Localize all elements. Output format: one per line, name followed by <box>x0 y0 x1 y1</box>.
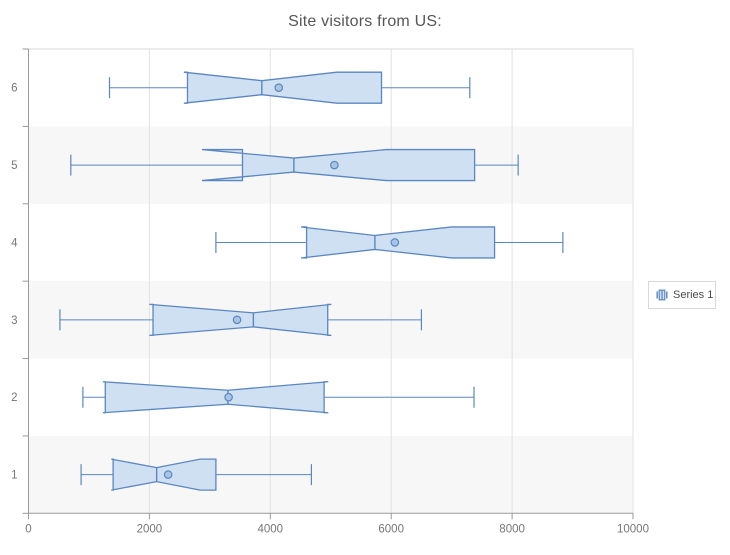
box-plot-point-5[interactable] <box>70 148 519 182</box>
x-axis-label: 0 <box>25 523 31 535</box>
mean-marker <box>330 160 339 170</box>
legend-label: Series 1 <box>673 289 714 301</box>
y-axis-label: 3 <box>11 315 17 327</box>
y-axis-label: 6 <box>11 83 17 95</box>
chart-title: Site visitors from US: <box>288 13 442 30</box>
box-plot-point-3[interactable] <box>59 303 423 336</box>
boxplot-legend-marker-icon <box>656 289 668 301</box>
box-plot-point-6[interactable] <box>108 71 471 104</box>
mean-marker <box>232 315 242 325</box>
x-axis-label: 2000 <box>137 523 163 535</box>
y-axis-label: 4 <box>11 237 18 249</box>
mean-marker <box>224 392 233 402</box>
mean-marker <box>274 83 284 92</box>
notched-box <box>102 381 329 414</box>
mean-marker <box>163 470 173 479</box>
x-axis-label: 8000 <box>499 523 525 535</box>
legend[interactable]: Series 1 <box>648 281 716 309</box>
x-axis-label: 6000 <box>378 523 404 535</box>
x-axis-label: 10000 <box>617 523 649 535</box>
mean-marker <box>390 238 400 247</box>
y-axis-label: 5 <box>11 160 17 172</box>
y-axis-label: 2 <box>11 392 17 404</box>
box-plot-point-4[interactable] <box>215 226 564 259</box>
box-plot-point-1[interactable] <box>80 458 313 491</box>
y-axis-label: 1 <box>11 470 17 482</box>
notched-box <box>111 458 217 491</box>
box-plot-point-2[interactable] <box>82 381 475 414</box>
x-axis-label: 4000 <box>258 523 284 535</box>
